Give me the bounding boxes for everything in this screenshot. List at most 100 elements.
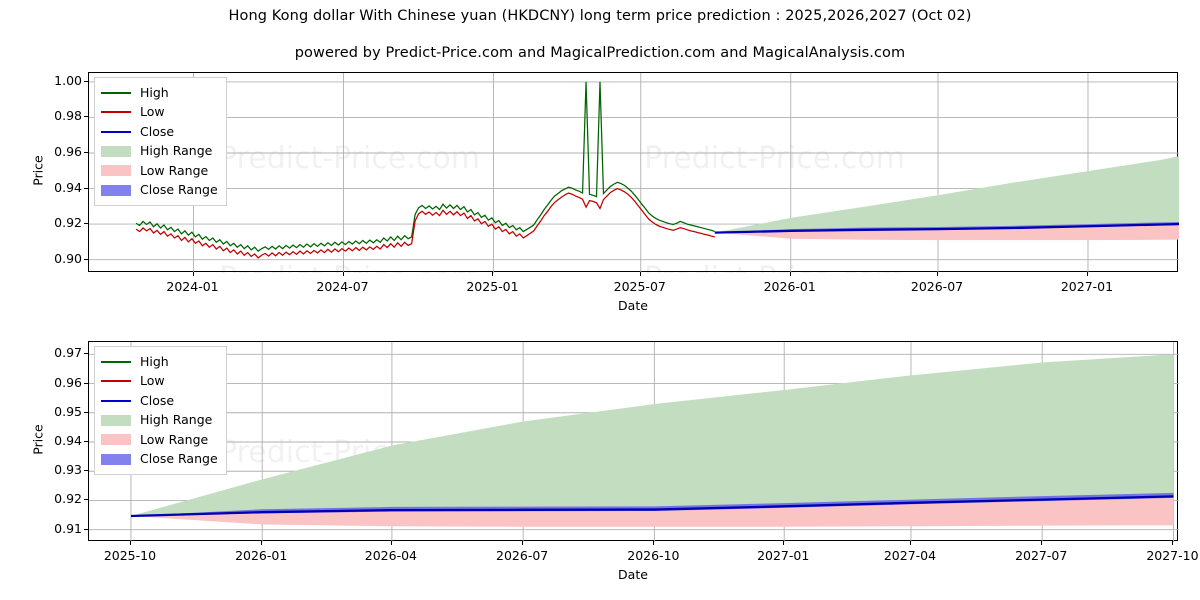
y-axis-tick-mark: [84, 116, 88, 118]
x-axis-tick-label: 2026-07: [496, 548, 549, 563]
legend-label: Low: [140, 373, 165, 388]
legend-swatch-icon: [101, 453, 131, 466]
legend-item-close-range: Close Range: [101, 450, 218, 470]
legend-line-sample: [101, 130, 131, 133]
x-axis-tick-label: 2027-01: [757, 548, 810, 563]
legend-item-high: High: [101, 352, 218, 372]
y-axis-tick-label: 0.95: [54, 403, 82, 419]
x-axis-tick-mark: [789, 272, 791, 276]
chart-panel-long-term: Predict-Price.com Predict-Price.com Predic…: [0, 64, 1200, 313]
y-axis-tick-mark: [84, 499, 88, 501]
plot-area-top: Predict-Price.com Predict-Price.com Predic…: [88, 72, 1179, 273]
x-axis-tick-label: 2026-04: [364, 548, 418, 563]
legend-label: High Range: [140, 412, 213, 427]
y-axis-title: Price: [30, 155, 46, 186]
legend-item-high-range: High Range: [101, 411, 218, 431]
x-axis-tick-label: 2026-01: [763, 279, 816, 294]
chart-legend-top: High Low Close High Range Low Range Close Ran…: [94, 77, 227, 206]
y-axis-tick-mark: [84, 187, 88, 189]
legend-item-close: Close: [101, 391, 218, 411]
y-axis-tick-label: 0.96: [54, 144, 82, 159]
page-title: Hong Kong dollar With Chinese yuan (HKDC…: [228, 8, 972, 24]
y-axis-tick-label: 0.91: [54, 520, 82, 536]
legend-patch-sample: [101, 434, 131, 446]
legend-patch-sample: [101, 414, 131, 426]
legend-item-close-range: Close Range: [101, 181, 218, 201]
x-axis-tick-mark: [937, 272, 938, 276]
y-axis-tick-mark: [84, 80, 88, 82]
legend-swatch-icon: [101, 145, 131, 158]
legend-line-sample: [101, 91, 131, 94]
y-axis-tick-label: 0.90: [54, 250, 82, 266]
legend-label: Low Range: [140, 162, 209, 178]
x-axis-tick-label: 2027-04: [883, 548, 937, 563]
legend-label: Close Range: [140, 182, 218, 197]
legend-item-close: Close: [101, 122, 218, 142]
legend-line-sample: [101, 111, 131, 114]
legend-swatch-icon: [101, 355, 131, 368]
y-axis-tick-label: 1.00: [54, 72, 82, 88]
forecast-close-line-top: [714, 222, 1179, 234]
legend-swatch-icon: [101, 86, 131, 99]
watermark-text: Predict-Price.com: [219, 141, 480, 176]
legend-label: Close: [140, 392, 175, 408]
legend-line-sample: [101, 380, 131, 383]
x-axis-tick-label: 2027-07: [1015, 548, 1068, 563]
legend-swatch-icon: [101, 375, 131, 388]
high-range-band-bottom: [130, 354, 1174, 516]
y-axis-tick-label: 0.97: [54, 345, 82, 361]
x-axis-tick-label: 2027-10: [1146, 548, 1199, 563]
legend-item-high-range: High Range: [101, 142, 218, 162]
x-axis-title: Date: [618, 567, 648, 582]
x-axis-title: Date: [618, 298, 648, 313]
y-axis-tick-mark: [84, 152, 88, 153]
y-axis-tick-label: 0.98: [54, 108, 82, 124]
chart-legend-bottom: High Low Close High Range Low Range Close Ran…: [94, 346, 227, 475]
legend-label: Close Range: [140, 451, 218, 466]
y-axis-tick-mark: [84, 528, 88, 530]
y-axis-tick-label: 0.96: [54, 374, 82, 390]
high-range-band-top: [714, 156, 1179, 233]
legend-label: Low: [140, 104, 165, 119]
x-axis-tick-mark: [653, 541, 655, 545]
x-axis-tick-mark: [492, 272, 494, 276]
legend-line-sample: [101, 399, 131, 402]
x-axis-tick-mark: [192, 272, 194, 276]
y-axis-tick-label: 0.92: [54, 215, 82, 231]
y-axis-tick-label: 0.94: [54, 179, 82, 195]
legend-item-low: Low: [101, 103, 218, 123]
legend-patch-sample: [101, 165, 131, 177]
y-axis-title: Price: [30, 424, 46, 455]
plot-canvas-top: Predict-Price.com Predict-Price.com Predic…: [89, 73, 1179, 273]
legend-patch-sample: [101, 453, 131, 465]
x-axis-tick-label: 2026-07: [910, 279, 964, 294]
y-axis-tick-mark: [84, 223, 88, 225]
x-axis-tick-label: 2025-01: [466, 279, 519, 294]
x-axis-tick-mark: [390, 541, 392, 545]
x-axis-tick-mark: [909, 541, 911, 545]
y-axis-tick-label: 0.92: [54, 491, 82, 507]
x-axis-tick-mark: [129, 541, 131, 545]
forecast-close-line-bottom: [130, 495, 1174, 518]
legend-line-sample: [101, 360, 131, 363]
y-axis-tick-mark: [84, 382, 88, 384]
watermark-text: Predict-Price.com: [644, 261, 905, 273]
legend-swatch-icon: [101, 164, 131, 177]
legend-item-low-range: Low Range: [101, 161, 218, 181]
legend-patch-sample: [101, 145, 131, 157]
x-axis-tick-mark: [639, 272, 641, 276]
watermark-text: Predict-Price.com: [644, 141, 905, 176]
legend-item-high: High: [101, 83, 218, 103]
x-axis-tick-mark: [783, 541, 785, 545]
series-line-high: [135, 81, 715, 252]
x-axis-tick-label: 2025-07: [613, 279, 666, 294]
legend-swatch-icon: [101, 125, 131, 138]
legend-label: High: [140, 84, 169, 100]
legend-item-low-range: Low Range: [101, 430, 218, 450]
x-axis-tick-mark: [342, 272, 344, 276]
legend-swatch-icon: [101, 184, 131, 197]
